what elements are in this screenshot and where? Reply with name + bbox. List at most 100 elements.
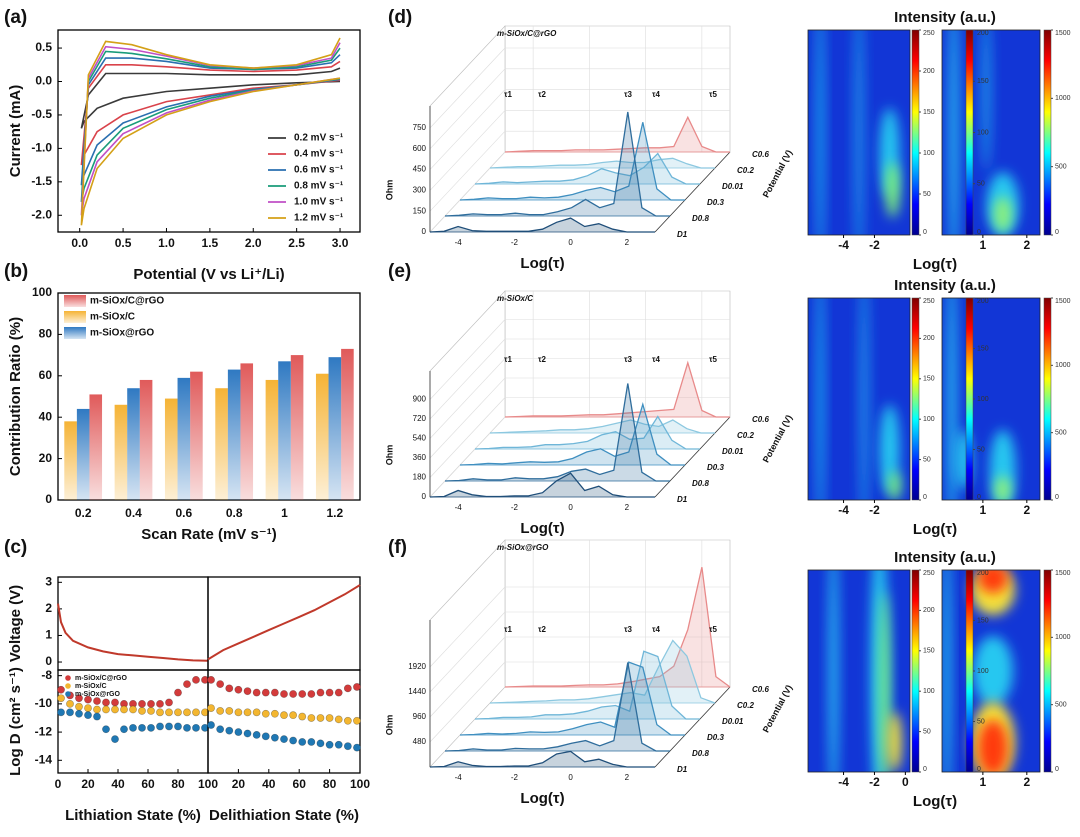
data-point [307,738,316,746]
data-point [174,708,182,717]
x-tick-label: 40 [262,777,276,791]
heatmap-blob [981,30,992,172]
colorbar-tick-label: 50 [977,446,985,453]
bar [164,398,178,500]
trace-fill [445,383,670,481]
data-point [289,690,298,698]
colorbar-tick-label: 1000 [1055,95,1071,102]
y-tick-label: 720 [413,414,427,423]
plot-title: m-SiOx@rGO [497,543,549,552]
colorbar-tick-label: 100 [923,416,935,423]
annotation: τ4 [652,90,661,99]
y-tick-label: -8 [41,668,52,682]
y-tick-label: 150 [413,206,427,215]
data-point [75,709,83,718]
data-point [325,740,334,749]
heatmap-frame [807,29,911,236]
legend-label: 0.8 mV s⁻¹ [294,181,344,192]
legend-label: 0.2 mV s⁻¹ [294,133,344,144]
x-tick-label: -2 [511,773,519,782]
colorbar-tick-label: 250 [923,570,935,577]
bar [127,388,140,500]
heatmap-frame [807,297,911,501]
data-point [334,688,343,697]
colorbar-tick-label: 50 [923,191,931,198]
trace-line [444,111,670,217]
data-point [84,704,92,712]
data-point [353,716,361,725]
trace-line [489,419,715,434]
trace-line [489,639,716,704]
x-axis-label: Lithiation State (%) [65,807,201,824]
heatmap-blob [993,196,1012,233]
data-point [111,735,119,744]
x-tick-label: 0.6 [175,506,192,520]
panel-label: (c) [4,537,27,558]
data-point [280,690,288,698]
legend-swatch [65,691,71,697]
data-point [280,711,288,720]
data-point [261,732,270,741]
colorbar-tick-label: 150 [923,109,935,116]
x-axis-label: Delithiation State (%) [209,807,359,824]
x-axis-label: Potential (V vs Li⁺/Li) [133,266,284,283]
data-point [343,716,352,725]
y-tick-label: 40 [39,409,53,423]
trace-fill [445,112,670,216]
colorbar-tick-label: 0 [1055,229,1059,236]
colorbar-tick-label: 0 [977,229,981,236]
data-point [75,702,83,711]
y-tick-label: 100 [32,285,52,299]
x-tick-label: 0.4 [125,506,142,520]
x-tick-label: 0 [55,777,62,791]
data-point [343,684,352,693]
colorbar-tick-label: 0 [977,494,981,501]
colorbar-tick-label: 50 [977,181,985,188]
data-point [120,725,128,734]
data-point [316,739,325,748]
x-tick-label: -2 [511,503,519,512]
x-tick-label: 0.5 [115,236,132,250]
x-axis-label: Log(τ) [913,793,957,810]
bar [89,394,103,500]
colorbar-tick-label: 200 [977,30,989,37]
data-point [138,707,146,715]
legend-swatch [64,327,86,339]
y-tick-label: 0 [45,654,52,668]
y-axis-label: Contribution Ratio (%) [7,317,24,476]
annotation: τ1 [504,625,513,634]
heatmap [942,298,1040,500]
heatmap [808,298,910,500]
bar [190,371,203,500]
trace-fill [430,218,655,232]
y-tick-label: 0.0 [35,74,52,88]
data-point [252,708,261,717]
x-tick-label: 60 [141,777,155,791]
y-tick-label: 900 [413,395,427,404]
x-tick-label: 80 [323,777,337,791]
heatmap [808,570,910,772]
trace-fill [445,662,670,751]
heatmap [808,30,910,235]
colorbar-tick-label: 500 [1055,430,1067,437]
legend-label: m-SiOx/C [75,683,107,690]
heatmap-blob [854,30,864,235]
data-point [334,715,343,724]
data-point [216,725,225,734]
data-point [234,728,243,736]
heatmap-blob [942,570,951,772]
y-tick-label: -0.5 [31,107,52,121]
data-point [343,742,352,751]
data-point [120,705,128,714]
grid-line [429,338,506,420]
y-tick-label: 0.5 [35,40,52,54]
trace-line [474,415,700,450]
y-tick-label: -1.5 [31,174,52,188]
x-tick-label: 1 [281,506,288,520]
z-tick-label: D0.01 [722,447,744,456]
x-tick-label: 80 [171,777,185,791]
data-point [225,684,234,693]
side-wall [429,539,506,768]
x-tick-label: 1.5 [202,236,219,250]
data-point [252,688,261,697]
